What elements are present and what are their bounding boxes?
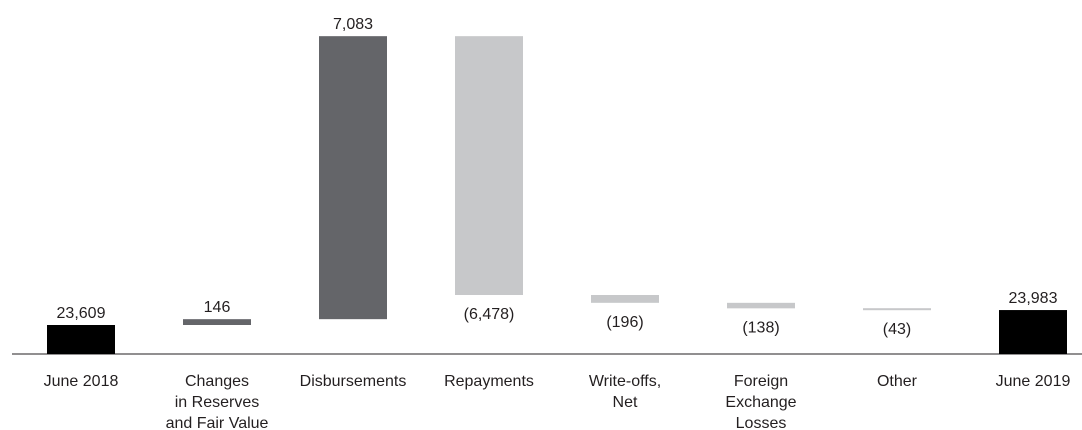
bar	[727, 302, 795, 309]
data-label: 146	[204, 299, 231, 316]
category-label: Repayments	[444, 373, 534, 390]
category-label: Disbursements	[300, 373, 407, 390]
data-label: (196)	[606, 314, 643, 331]
data-label: 23,983	[1009, 290, 1058, 307]
category-label: June 2018	[44, 373, 119, 390]
bar	[455, 36, 523, 295]
bar	[183, 319, 251, 325]
bar	[319, 36, 387, 320]
data-label: 23,609	[57, 305, 106, 322]
category-label: Write-offs, Net	[589, 373, 661, 411]
data-label: (138)	[742, 319, 779, 336]
bar	[47, 325, 115, 354]
category-label: Foreign Exchange Losses	[725, 373, 796, 430]
data-label: 7,083	[333, 16, 373, 33]
bar	[863, 308, 931, 311]
category-label: June 2019	[996, 373, 1071, 390]
bar	[999, 310, 1067, 354]
bar	[591, 294, 659, 303]
category-label: Other	[877, 373, 918, 390]
data-label: (6,478)	[464, 306, 515, 323]
data-label: (43)	[883, 321, 911, 338]
category-label: Changes in Reserves and Fair Value	[166, 373, 269, 430]
